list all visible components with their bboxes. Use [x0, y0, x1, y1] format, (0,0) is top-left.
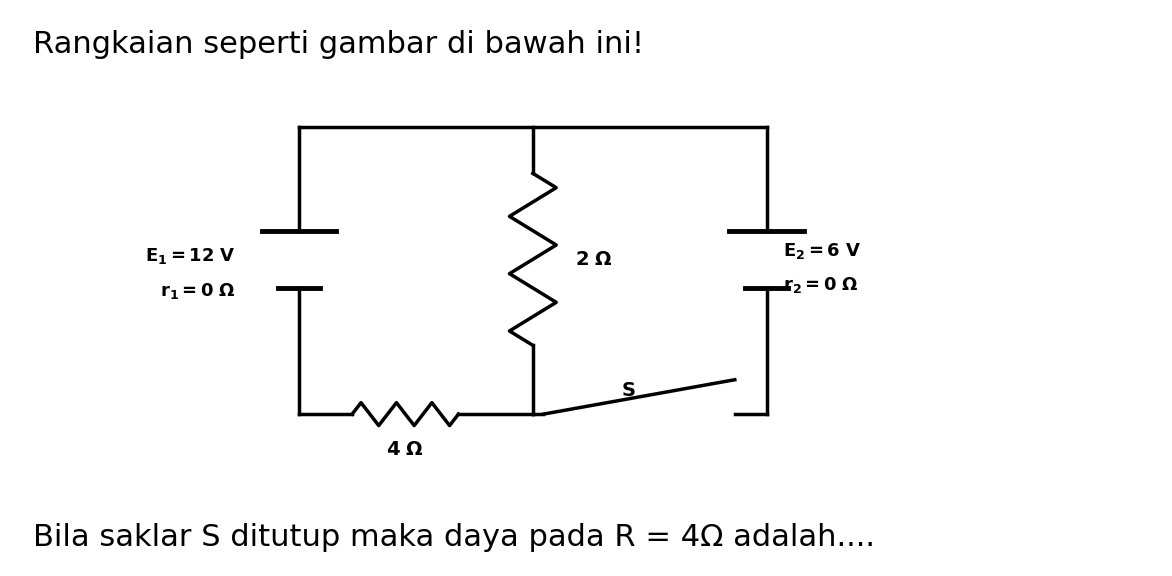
- Text: $\mathbf{E_1 = 12\ V}$: $\mathbf{E_1 = 12\ V}$: [144, 247, 236, 267]
- Text: $\mathbf{4\ \Omega}$: $\mathbf{4\ \Omega}$: [387, 440, 424, 459]
- Text: $\mathbf{r_2 = 0\ \Omega}$: $\mathbf{r_2 = 0\ \Omega}$: [783, 275, 858, 295]
- Text: $\mathbf{r_1 = 0\ \Omega}$: $\mathbf{r_1 = 0\ \Omega}$: [159, 281, 236, 301]
- Text: $\mathbf{2\ \Omega}$: $\mathbf{2\ \Omega}$: [575, 250, 613, 269]
- Text: $\mathbf{E_2 = 6\ V}$: $\mathbf{E_2 = 6\ V}$: [783, 241, 860, 261]
- Text: Bila saklar S ditutup maka daya pada R = 4Ω adalah....: Bila saklar S ditutup maka daya pada R =…: [33, 523, 875, 552]
- Text: $\mathbf{S}$: $\mathbf{S}$: [621, 381, 636, 400]
- Text: Rangkaian seperti gambar di bawah ini!: Rangkaian seperti gambar di bawah ini!: [33, 30, 645, 59]
